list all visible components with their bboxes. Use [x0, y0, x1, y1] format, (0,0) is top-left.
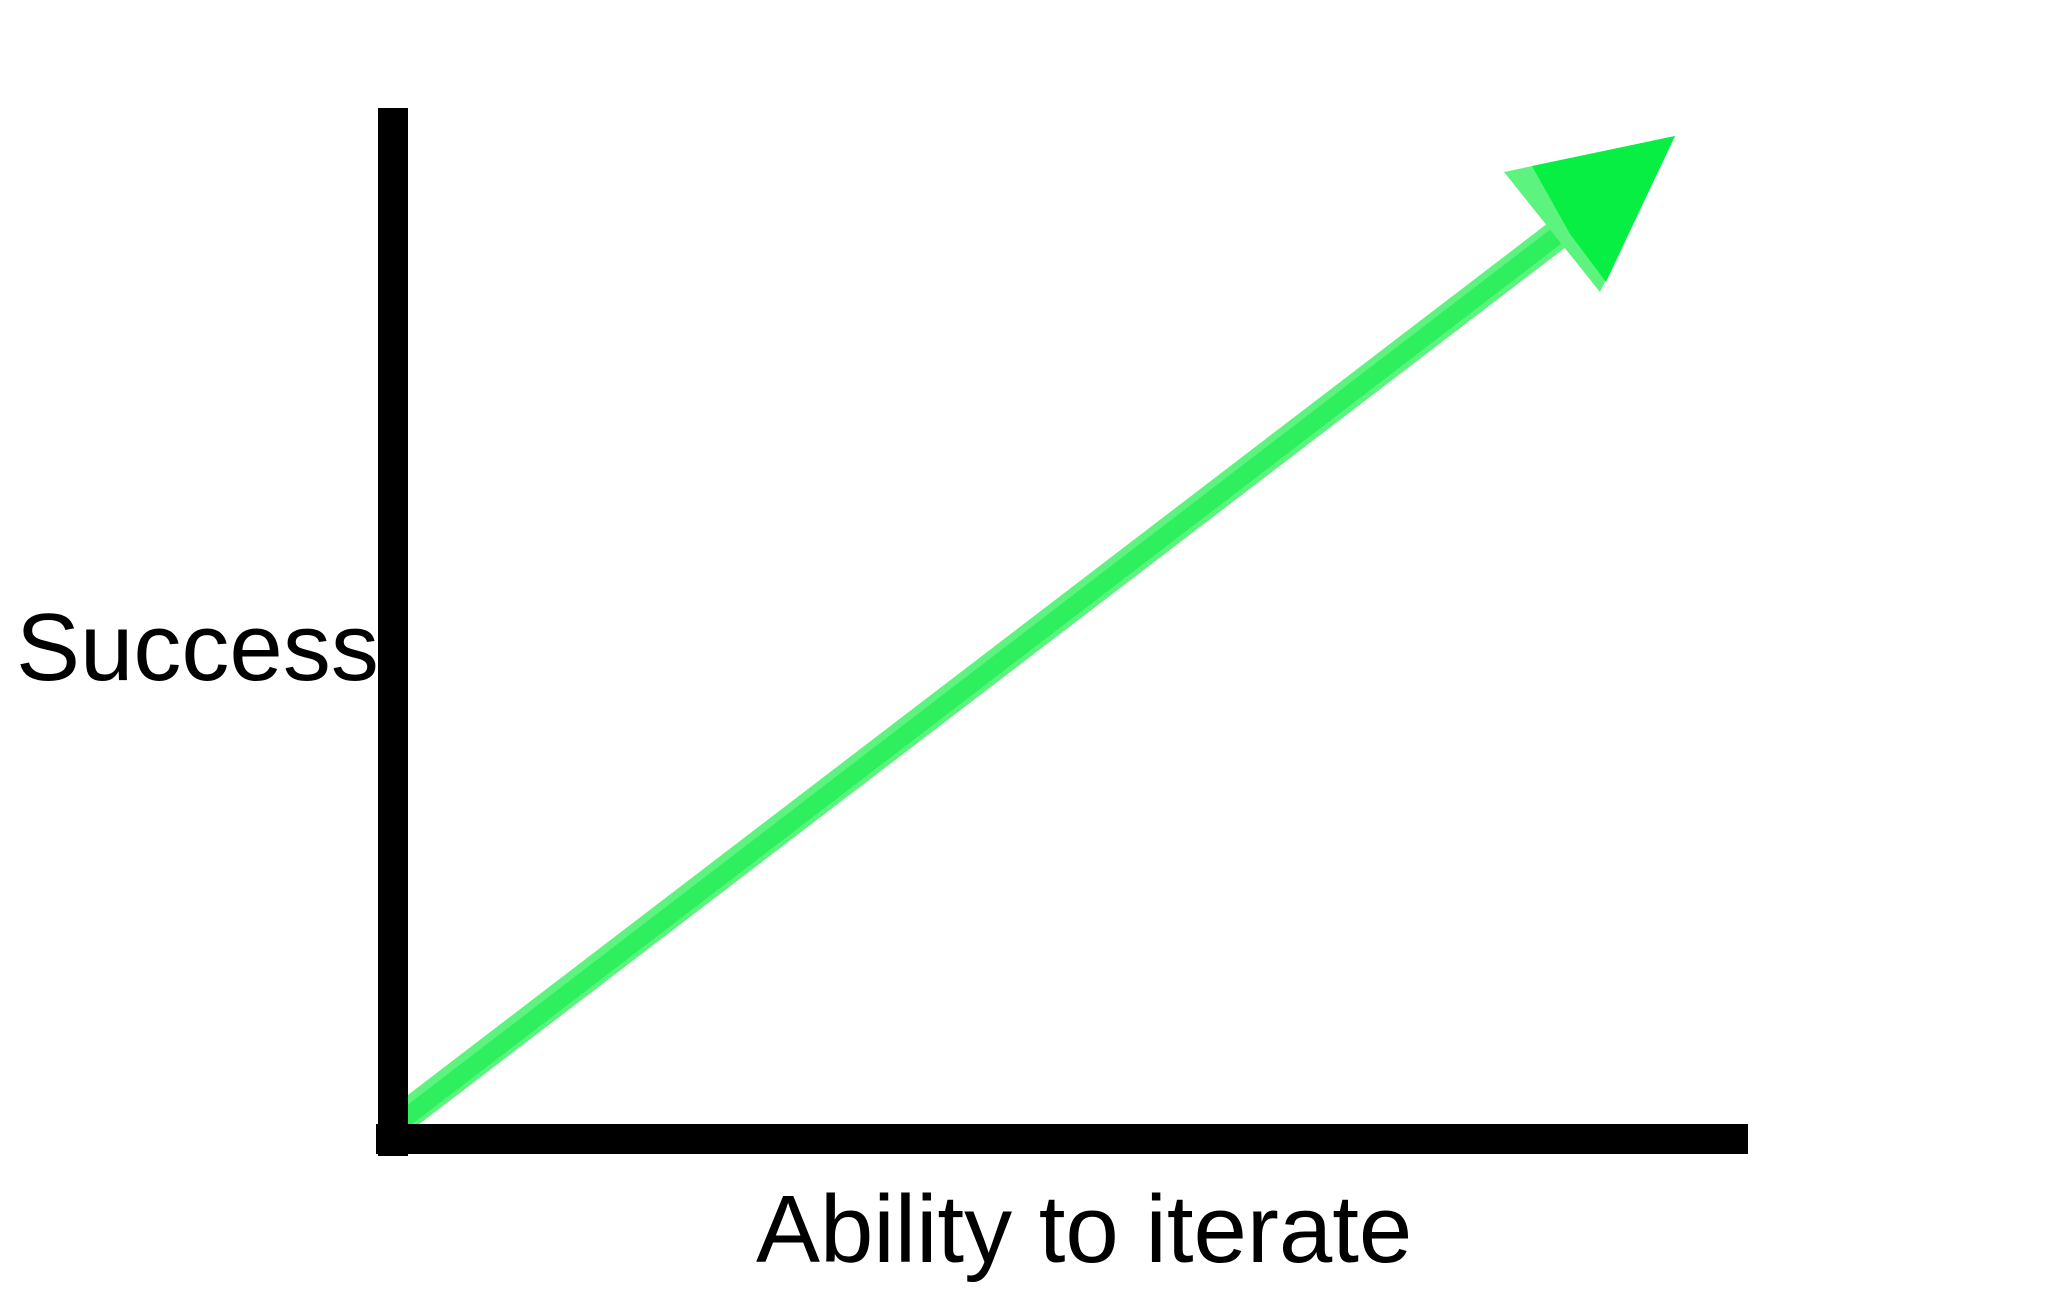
y-axis-line	[378, 108, 408, 1156]
x-axis-label: Ability to iterate	[756, 1176, 1413, 1283]
x-axis-line	[376, 1124, 1748, 1154]
trend-arrow-shaft	[394, 210, 1586, 1130]
y-axis-label: Success	[16, 594, 379, 701]
trend-arrow-head	[1532, 136, 1675, 282]
